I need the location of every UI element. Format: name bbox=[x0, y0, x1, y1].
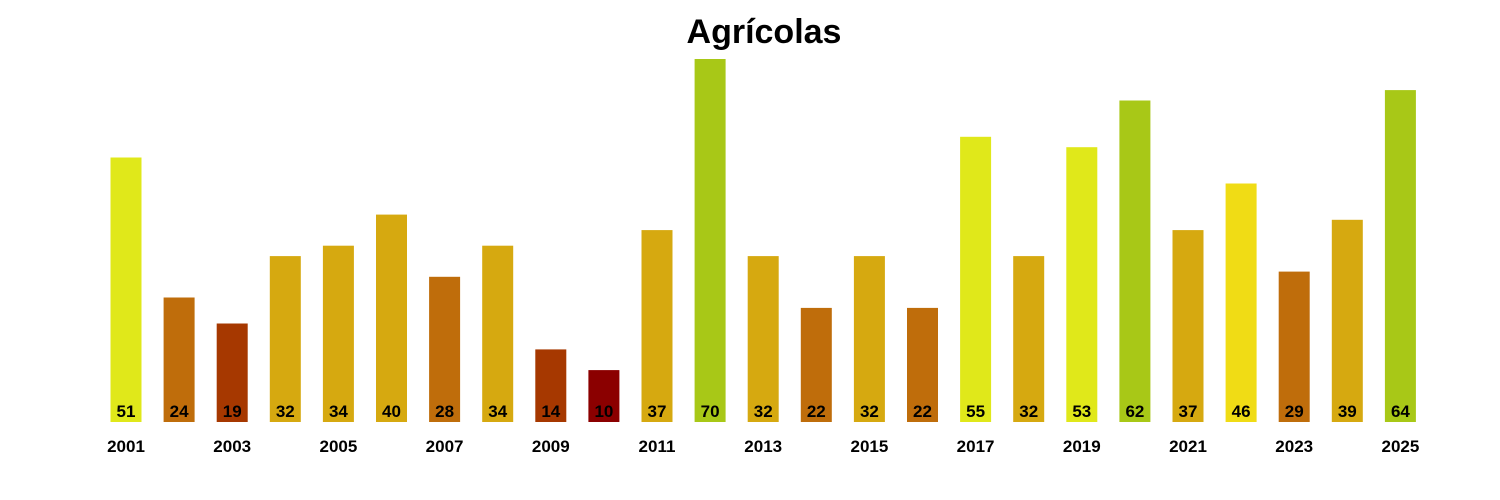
bar-2006 bbox=[376, 214, 407, 422]
bar-2010 bbox=[588, 370, 620, 422]
bars-group bbox=[110, 59, 1416, 423]
bar-2007 bbox=[429, 276, 461, 422]
value-label-2024: 39 bbox=[1338, 402, 1357, 421]
bar-2018 bbox=[1013, 256, 1045, 422]
value-label-2017: 55 bbox=[966, 402, 985, 421]
value-label-2022: 46 bbox=[1232, 402, 1251, 421]
bar-2022 bbox=[1225, 183, 1257, 422]
value-label-2007: 28 bbox=[435, 402, 454, 421]
bar-2013 bbox=[747, 256, 779, 422]
bar-2023 bbox=[1278, 271, 1310, 422]
bar-2025 bbox=[1384, 90, 1416, 422]
value-label-2013: 32 bbox=[754, 402, 773, 421]
x-tick-label-2017: 2017 bbox=[957, 437, 995, 456]
value-label-2014: 22 bbox=[807, 402, 826, 421]
value-label-2006: 40 bbox=[382, 402, 401, 421]
bar-2020 bbox=[1119, 100, 1151, 422]
chart-title: Agrícolas bbox=[687, 13, 842, 51]
value-label-2020: 62 bbox=[1125, 402, 1144, 421]
bar-2012 bbox=[694, 59, 726, 422]
x-tick-label-2021: 2021 bbox=[1169, 437, 1207, 456]
bar-2019 bbox=[1066, 147, 1098, 422]
x-tick-label-2023: 2023 bbox=[1275, 437, 1313, 456]
value-labels-group: 51 24 19 32 34 40 28 34 14 10 37 70 32 22 32 22 55 32 53 62… bbox=[117, 402, 1411, 421]
bar-2004 bbox=[269, 256, 301, 422]
x-tick-labels-group: 2001 2003 2005 2007 2009 2011 2013 2015 2017 2019… bbox=[107, 437, 1419, 456]
value-label-2003: 19 bbox=[223, 402, 242, 421]
bar-2024 bbox=[1331, 219, 1363, 422]
x-tick-label-2015: 2015 bbox=[850, 437, 888, 456]
value-label-2023: 29 bbox=[1285, 402, 1304, 421]
value-label-2004: 32 bbox=[276, 402, 295, 421]
bar-2015 bbox=[853, 256, 885, 422]
value-label-2025: 64 bbox=[1391, 402, 1410, 421]
value-label-2012: 70 bbox=[701, 402, 720, 421]
x-tick-label-2009: 2009 bbox=[532, 437, 570, 456]
x-tick-label-2011: 2011 bbox=[639, 437, 676, 456]
value-label-2005: 34 bbox=[329, 402, 348, 421]
bar-2005 bbox=[322, 245, 354, 422]
value-label-2001: 51 bbox=[117, 402, 136, 421]
x-tick-label-2013: 2013 bbox=[744, 437, 782, 456]
value-label-2008: 34 bbox=[488, 402, 507, 421]
bar-2003 bbox=[216, 323, 248, 422]
x-tick-label-2025: 2025 bbox=[1381, 437, 1419, 456]
bar-2011 bbox=[641, 230, 673, 422]
value-label-2011: 37 bbox=[648, 402, 667, 421]
x-tick-label-2003: 2003 bbox=[213, 437, 251, 456]
value-label-2009: 14 bbox=[541, 402, 560, 421]
x-tick-label-2019: 2019 bbox=[1063, 437, 1101, 456]
x-tick-label-2001: 2001 bbox=[107, 437, 145, 456]
value-label-2018: 32 bbox=[1019, 402, 1038, 421]
value-label-2002: 24 bbox=[170, 402, 189, 421]
value-label-2021: 37 bbox=[1179, 402, 1198, 421]
bar-2001 bbox=[110, 157, 142, 422]
bar-2017 bbox=[960, 136, 992, 423]
bar-2008 bbox=[482, 245, 514, 422]
value-label-2010: 10 bbox=[594, 402, 613, 421]
value-label-2016: 22 bbox=[913, 402, 932, 421]
bar-2014 bbox=[800, 307, 832, 422]
bar-2009 bbox=[535, 349, 567, 422]
value-label-2015: 32 bbox=[860, 402, 879, 421]
bar-2016 bbox=[907, 307, 938, 422]
value-label-2019: 53 bbox=[1072, 402, 1091, 421]
bar-2021 bbox=[1172, 230, 1204, 422]
x-tick-label-2005: 2005 bbox=[319, 437, 357, 456]
bar-2002 bbox=[163, 297, 195, 422]
x-tick-label-2007: 2007 bbox=[426, 437, 464, 456]
